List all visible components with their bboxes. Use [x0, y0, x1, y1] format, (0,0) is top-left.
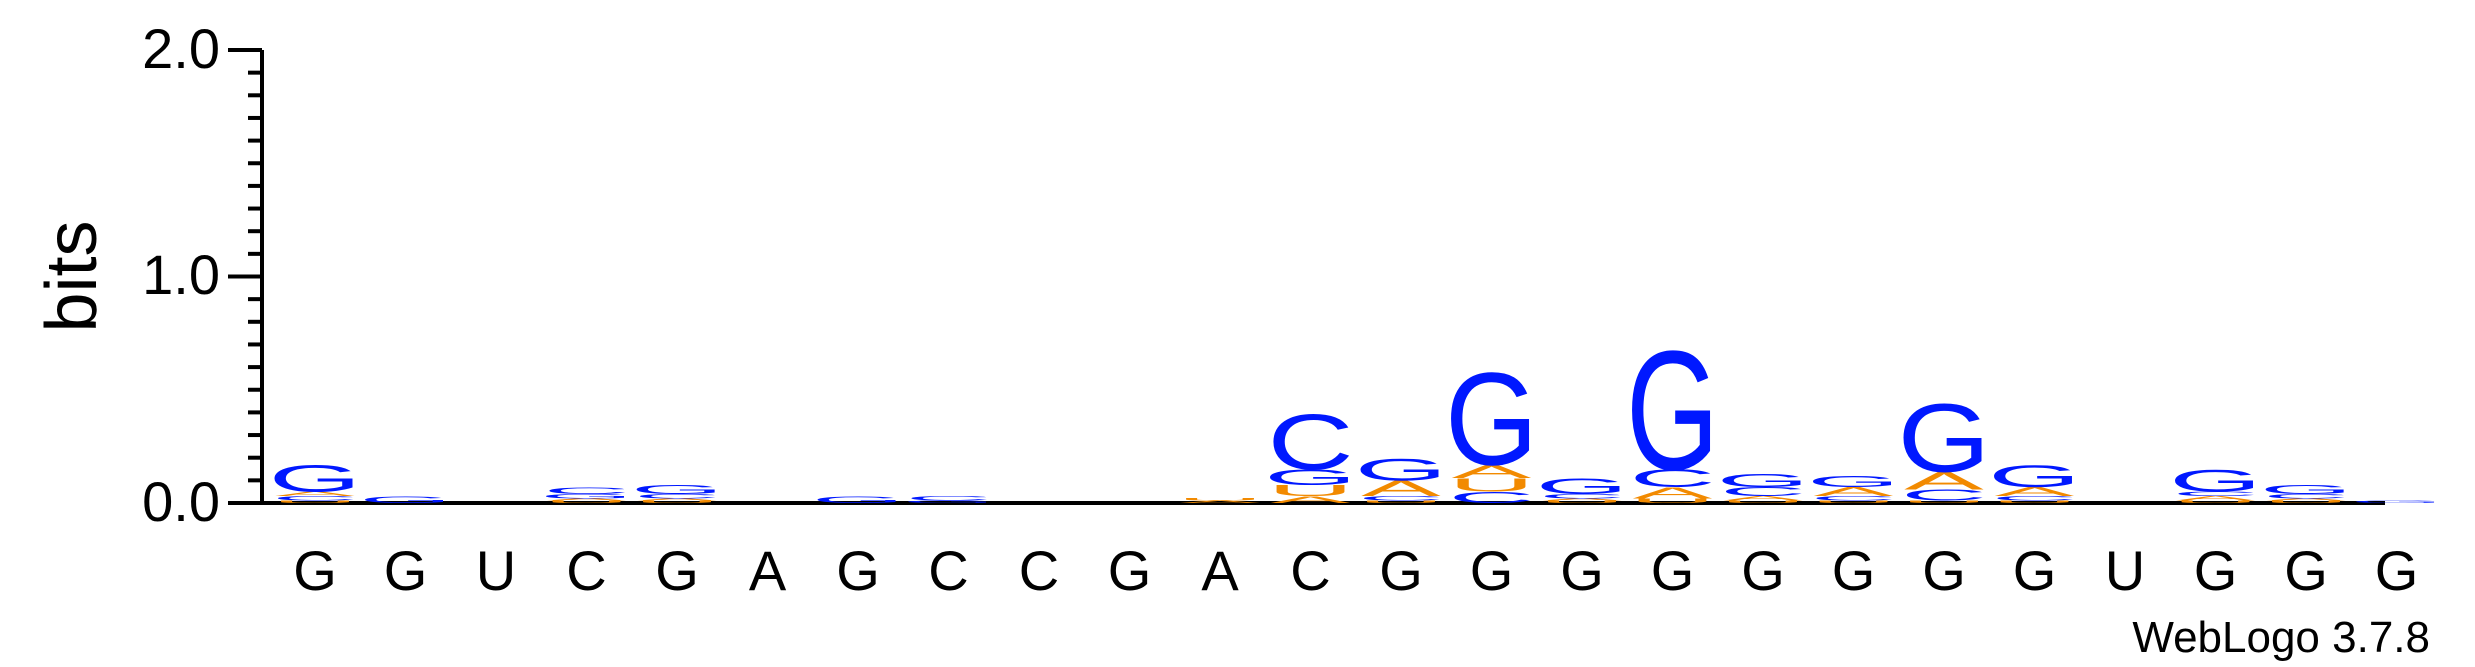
logo-glyph: C	[272, 495, 358, 502]
logo-glyph: U	[1991, 500, 2077, 503]
position-label: C	[566, 539, 606, 602]
logo-glyph: G	[2260, 483, 2353, 497]
position-label: G	[1560, 539, 1604, 602]
position-label: G	[1379, 539, 1423, 602]
logo-glyph: G	[540, 493, 633, 500]
position-label: U	[2105, 539, 2145, 602]
logo-glyph: G	[1536, 474, 1629, 499]
logo-glyph: G	[2169, 463, 2262, 498]
logo-glyph: C	[1539, 493, 1625, 500]
logo-glyph: U	[1177, 498, 1263, 501]
logo-glyph: A	[1633, 484, 1713, 502]
logo-glyph: C	[905, 495, 991, 502]
logo-glyph: G	[1988, 459, 2081, 494]
logo-glyph: U	[1901, 500, 1987, 503]
position-label: G	[1108, 539, 1152, 602]
logo-glyph: G	[1807, 473, 1900, 491]
logo-glyph: U	[1448, 475, 1534, 496]
logo-glyph: C	[1810, 495, 1896, 502]
logo-glyph: U	[1358, 500, 1444, 503]
position-label: G	[836, 539, 880, 602]
logo-glyph: G	[269, 458, 362, 500]
position-label: G	[2013, 539, 2057, 602]
logo-glyph: G	[2350, 500, 2443, 503]
position-label: U	[476, 539, 516, 602]
position-label: C	[928, 539, 968, 602]
position-label: G	[1741, 539, 1785, 602]
logo-glyph: C	[1448, 489, 1534, 507]
logo-glyph: U	[1539, 500, 1625, 503]
logo-glyph: C	[634, 493, 720, 500]
logo-glyph: G	[1626, 316, 1719, 506]
position-label: G	[293, 539, 337, 602]
logo-glyph: A	[547, 498, 628, 501]
logo-glyph: C	[1267, 398, 1353, 486]
logo-glyph: A	[1180, 500, 1261, 503]
logo-glyph: A	[1904, 467, 1984, 495]
logo-glyph: U	[1810, 500, 1896, 503]
logo-glyph: C	[1358, 495, 1444, 502]
logo-glyph: C	[1629, 465, 1715, 493]
logo-glyph: C	[2172, 490, 2258, 497]
position-label: A	[1201, 539, 1239, 602]
position-label: G	[1470, 539, 1514, 602]
position-label: G	[2194, 539, 2238, 602]
position-label: G	[384, 539, 428, 602]
logo-glyph: C	[1901, 487, 1987, 505]
logo-glyph: C	[1720, 485, 1806, 499]
logo-glyph: U	[2172, 500, 2258, 503]
y-minor-ticks	[248, 70, 262, 483]
logo-glyph: U	[272, 500, 358, 503]
weblogo-credit: WebLogo 3.7.8	[2132, 613, 2430, 662]
logo-glyph: A	[1723, 495, 1803, 502]
position-label: G	[1832, 539, 1876, 602]
logo-glyph: G	[359, 494, 452, 505]
position-label: C	[1019, 539, 1059, 602]
logo-glyph: A	[637, 498, 718, 501]
logo-glyph: A	[1271, 494, 1351, 505]
logo-glyph: U	[1629, 497, 1715, 504]
logo-glyph: C	[543, 485, 629, 496]
position-label: A	[749, 539, 787, 602]
logo-glyph: U	[2263, 500, 2349, 503]
y-tick-label: 0.0	[142, 470, 220, 533]
logo-glyph: C	[1991, 495, 2077, 502]
logo-glyph: G	[1898, 384, 1991, 493]
y-axis: 0.0 1.0 2.0 bits	[32, 17, 264, 533]
y-axis-title: bits	[32, 220, 112, 332]
logo-glyph: U	[543, 500, 629, 503]
logo-glyph: C	[2263, 493, 2349, 500]
logo-glyph: A	[1814, 485, 1894, 499]
logo-glyph: G	[631, 483, 724, 497]
logo-glyph: A	[1995, 485, 2075, 499]
logo-glyph: A	[2176, 495, 2256, 502]
logo-glyph: U	[634, 500, 720, 503]
logo-glyph: A	[275, 490, 355, 497]
position-label: C	[1290, 539, 1330, 602]
position-label: G	[1651, 539, 1695, 602]
logo-glyph: A	[1361, 476, 1442, 501]
logo-glyph: G	[812, 494, 905, 505]
position-label: G	[2375, 539, 2419, 602]
logo-glyph: A	[1542, 498, 1623, 501]
logo-glyph: U	[1720, 500, 1806, 503]
logo-glyph: G	[902, 500, 995, 503]
y-tick-label: 1.0	[142, 243, 220, 306]
logo-glyph: U	[1267, 482, 1353, 500]
position-label: G	[2284, 539, 2328, 602]
logo-glyph: G	[1445, 345, 1538, 493]
logo-glyph: A	[2266, 498, 2347, 501]
position-label: G	[655, 539, 699, 602]
logo-glyph: G	[1264, 465, 1357, 490]
logo-glyph: G	[1355, 452, 1448, 487]
logo-glyph: A	[1452, 461, 1532, 482]
y-tick-label: 2.0	[142, 17, 220, 80]
logo-glyph: G	[1717, 470, 1810, 491]
position-label: G	[1922, 539, 1966, 602]
